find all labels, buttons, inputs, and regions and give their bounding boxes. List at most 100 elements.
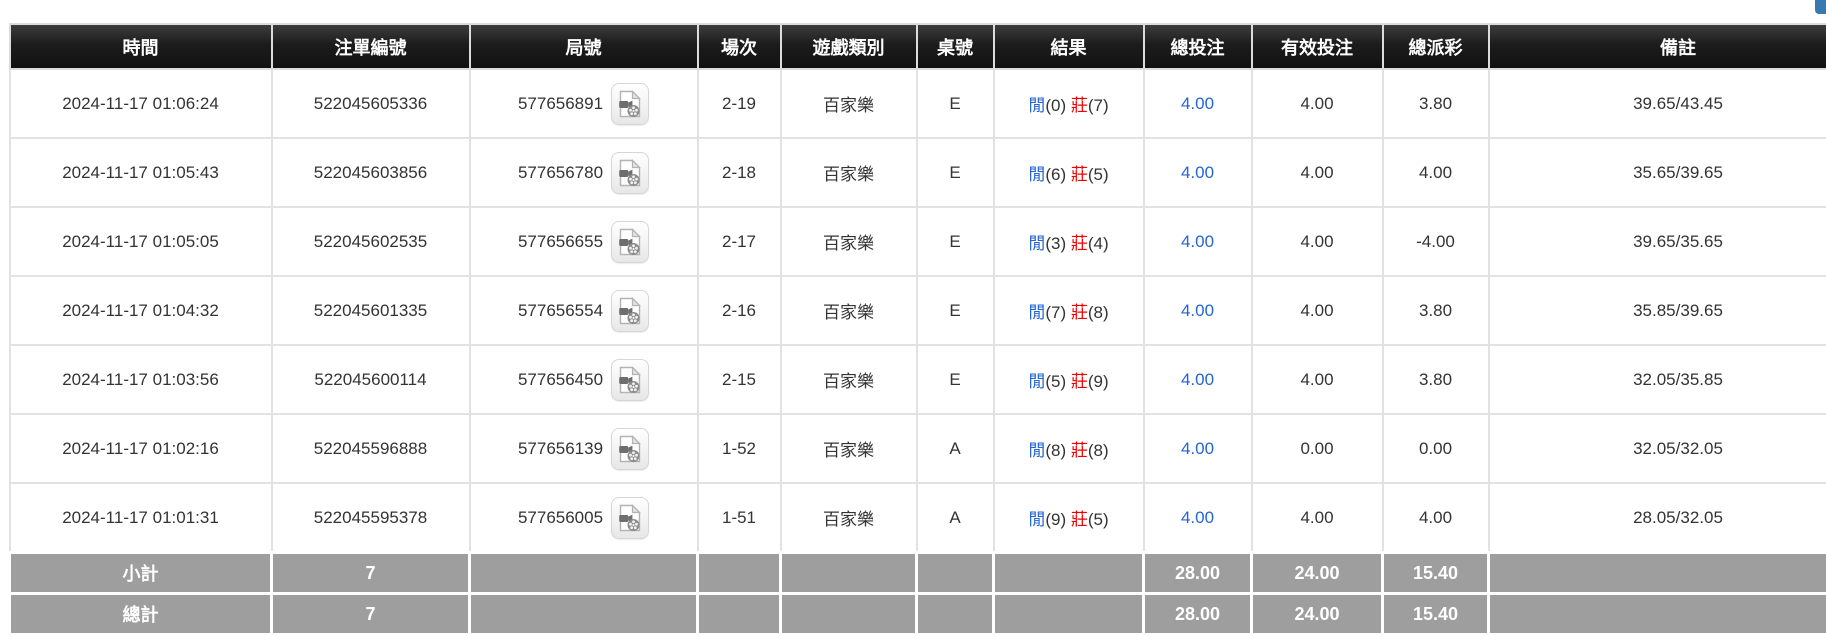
subtotal-empty-cell (698, 553, 781, 594)
col-header-remark: 備註 (1489, 24, 1826, 69)
cell-bet-id: 522045595378 (272, 483, 470, 553)
video-file-icon (618, 504, 642, 532)
player-label: 閒 (1028, 165, 1045, 184)
round-id-text: 577656450 (518, 370, 603, 390)
banker-label: 莊 (1071, 372, 1088, 391)
grandtotal-total-bet: 28.00 (1144, 594, 1252, 635)
cell-round-id: 577656005 (470, 483, 698, 553)
subtotal-empty-cell (781, 553, 917, 594)
video-replay-button[interactable] (611, 497, 649, 539)
total-bet-link[interactable]: 4.00 (1181, 370, 1214, 389)
cell-total-payout: 3.80 (1383, 276, 1489, 345)
video-replay-button[interactable] (611, 83, 649, 125)
cell-table-no: E (917, 207, 994, 276)
cell-round-id: 577656139 (470, 414, 698, 483)
bet-row: 2024-11-17 01:05:43 522045603856 5776567… (10, 138, 1826, 207)
cell-round-id: 577656554 (470, 276, 698, 345)
cell-game-type: 百家樂 (781, 483, 917, 553)
banker-score: (5) (1088, 165, 1109, 184)
cell-time: 2024-11-17 01:03:56 (10, 345, 272, 414)
round-id-text: 577656139 (518, 439, 603, 459)
cell-time: 2024-11-17 01:04:32 (10, 276, 272, 345)
cell-session: 2-16 (698, 276, 781, 345)
total-bet-link[interactable]: 4.00 (1181, 439, 1214, 458)
banker-score: (8) (1088, 303, 1109, 322)
video-replay-button[interactable] (611, 290, 649, 332)
round-id-text: 577656655 (518, 232, 603, 252)
video-file-icon (618, 228, 642, 256)
bet-history-page: { "page": { "corner_button_color": "#3a7… (0, 0, 1826, 619)
bet-row: 2024-11-17 01:02:16 522045596888 5776561… (10, 414, 1826, 483)
cell-bet-id: 522045602535 (272, 207, 470, 276)
total-bet-link[interactable]: 4.00 (1181, 94, 1214, 113)
cell-game-type: 百家樂 (781, 345, 917, 414)
cell-total-bet: 4.00 (1144, 207, 1252, 276)
cell-bet-id: 522045603856 (272, 138, 470, 207)
col-header-valid-bet: 有效投注 (1252, 24, 1383, 69)
total-bet-link[interactable]: 4.00 (1181, 163, 1214, 182)
cell-game-type: 百家樂 (781, 69, 917, 138)
cell-remark: 39.65/35.65 (1489, 207, 1826, 276)
cell-game-type: 百家樂 (781, 414, 917, 483)
banker-score: (7) (1088, 96, 1109, 115)
bet-row: 2024-11-17 01:04:32 522045601335 5776565… (10, 276, 1826, 345)
grandtotal-empty-cell (917, 594, 994, 635)
grandtotal-label: 總計 (10, 594, 272, 635)
player-score: (0) (1045, 96, 1066, 115)
cell-table-no: A (917, 483, 994, 553)
cell-result: 閒(9) 莊(5) (994, 483, 1144, 553)
cell-result: 閒(0) 莊(7) (994, 69, 1144, 138)
cell-total-bet: 4.00 (1144, 345, 1252, 414)
bet-row: 2024-11-17 01:06:24 522045605336 5776568… (10, 69, 1826, 138)
cell-remark: 39.65/43.45 (1489, 69, 1826, 138)
banker-score: (9) (1088, 372, 1109, 391)
cell-game-type: 百家樂 (781, 138, 917, 207)
grandtotal-valid-bet: 24.00 (1252, 594, 1383, 635)
cell-table-no: E (917, 345, 994, 414)
bet-history-table: 時間 注單編號 局號 場次 遊戲類別 桌號 結果 總投注 有效投注 總派彩 備註… (8, 23, 1826, 636)
cell-result: 閒(6) 莊(5) (994, 138, 1144, 207)
banker-label: 莊 (1071, 510, 1088, 529)
cell-valid-bet: 4.00 (1252, 138, 1383, 207)
video-file-icon (618, 297, 642, 325)
total-bet-link[interactable]: 4.00 (1181, 232, 1214, 251)
cell-bet-id: 522045600114 (272, 345, 470, 414)
grandtotal-count: 7 (272, 594, 470, 635)
cell-session: 2-15 (698, 345, 781, 414)
cell-session: 2-17 (698, 207, 781, 276)
subtotal-empty-cell (994, 553, 1144, 594)
col-header-round-id: 局號 (470, 24, 698, 69)
player-score: (6) (1045, 165, 1066, 184)
video-replay-button[interactable] (611, 221, 649, 263)
player-score: (3) (1045, 234, 1066, 253)
total-bet-link[interactable]: 4.00 (1181, 301, 1214, 320)
cell-total-payout: 3.80 (1383, 69, 1489, 138)
col-header-table-no: 桌號 (917, 24, 994, 69)
cell-result: 閒(8) 莊(8) (994, 414, 1144, 483)
video-file-icon (618, 366, 642, 394)
grandtotal-empty-cell (781, 594, 917, 635)
round-id-text: 577656005 (518, 508, 603, 528)
total-bet-link[interactable]: 4.00 (1181, 508, 1214, 527)
cell-remark: 32.05/35.85 (1489, 345, 1826, 414)
corner-button[interactable] (1815, 0, 1826, 14)
player-score: (5) (1045, 372, 1066, 391)
subtotal-label: 小計 (10, 553, 272, 594)
cell-round-id: 577656450 (470, 345, 698, 414)
col-header-time: 時間 (10, 24, 272, 69)
cell-time: 2024-11-17 01:05:05 (10, 207, 272, 276)
cell-valid-bet: 0.00 (1252, 414, 1383, 483)
cell-total-payout: 3.80 (1383, 345, 1489, 414)
video-replay-button[interactable] (611, 152, 649, 194)
grandtotal-row: 總計 7 28.00 24.00 15.40 (10, 594, 1826, 635)
subtotal-total-payout: 15.40 (1383, 553, 1489, 594)
subtotal-valid-bet: 24.00 (1252, 553, 1383, 594)
round-id-text: 577656554 (518, 301, 603, 321)
cell-total-payout: 4.00 (1383, 138, 1489, 207)
col-header-total-bet: 總投注 (1144, 24, 1252, 69)
cell-valid-bet: 4.00 (1252, 276, 1383, 345)
video-file-icon (618, 159, 642, 187)
bet-row: 2024-11-17 01:03:56 522045600114 5776564… (10, 345, 1826, 414)
video-replay-button[interactable] (611, 359, 649, 401)
video-replay-button[interactable] (611, 428, 649, 470)
